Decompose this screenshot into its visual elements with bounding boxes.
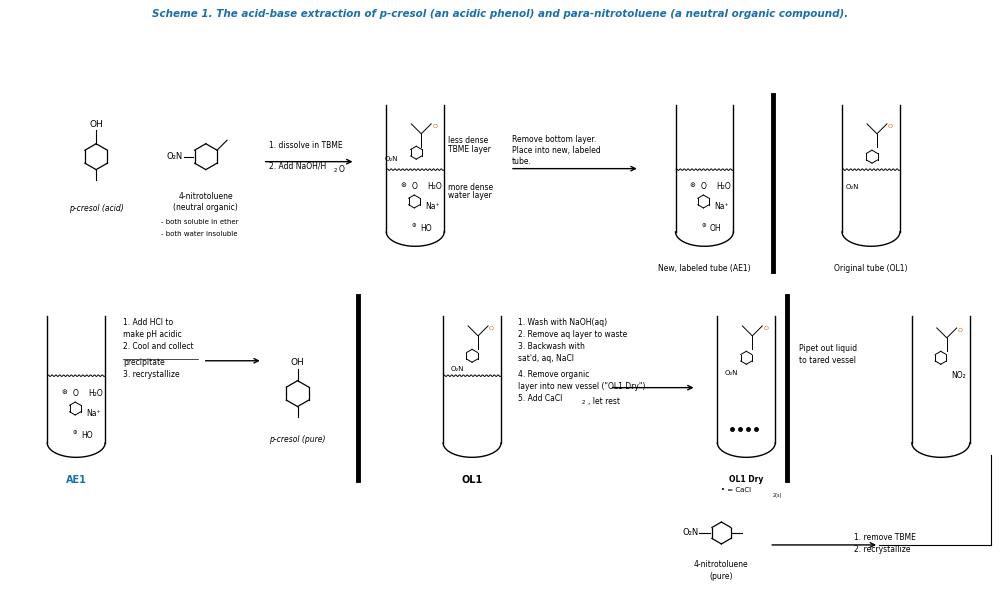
Text: O₂N: O₂N: [682, 529, 698, 538]
Text: O₂N: O₂N: [167, 152, 183, 161]
Text: 2. Cool and collect: 2. Cool and collect: [123, 342, 194, 351]
Text: OL1 Dry: OL1 Dry: [730, 475, 764, 484]
Text: (pure): (pure): [710, 572, 733, 581]
Text: p-cresol (acid): p-cresol (acid): [68, 205, 124, 214]
Text: O: O: [432, 124, 437, 129]
Text: - both soluble in ether: - both soluble in ether: [161, 219, 238, 225]
Text: less dense: less dense: [448, 136, 488, 145]
Text: • = CaCl: • = CaCl: [722, 487, 752, 493]
Text: H₂O: H₂O: [717, 182, 732, 191]
Text: O: O: [411, 182, 417, 191]
Text: OH: OH: [710, 224, 721, 233]
Text: HO: HO: [420, 224, 432, 233]
Text: ⊛: ⊛: [701, 223, 706, 228]
Text: OH: OH: [290, 358, 305, 367]
Text: 2. Add NaOH/H: 2. Add NaOH/H: [268, 161, 326, 171]
Text: ⊛: ⊛: [689, 182, 695, 187]
Text: 5. Add CaCl: 5. Add CaCl: [518, 394, 563, 403]
Text: O: O: [700, 182, 707, 191]
Text: O₂N: O₂N: [385, 156, 398, 161]
Text: NO₂: NO₂: [951, 371, 966, 380]
Text: TBME layer: TBME layer: [448, 145, 491, 154]
Text: H₂O: H₂O: [88, 389, 103, 398]
Text: ⊛: ⊛: [400, 182, 406, 187]
Text: O₂N: O₂N: [846, 184, 859, 190]
Text: OL1: OL1: [461, 475, 482, 485]
Text: Pipet out liquid: Pipet out liquid: [799, 344, 857, 353]
Text: Na⁺: Na⁺: [425, 202, 440, 211]
Text: 3. recrystallize: 3. recrystallize: [123, 370, 180, 379]
Text: 2: 2: [582, 400, 585, 405]
Text: 1. Wash with NaOH(aq): 1. Wash with NaOH(aq): [518, 318, 607, 327]
Text: 2(s): 2(s): [772, 493, 782, 498]
Text: 1. dissolve in TBME: 1. dissolve in TBME: [268, 140, 343, 150]
Text: to tared vessel: to tared vessel: [799, 356, 856, 365]
Text: tube.: tube.: [512, 156, 532, 166]
Text: 1. Add HCl to: 1. Add HCl to: [123, 318, 173, 327]
Text: Original tube (OL1): Original tube (OL1): [834, 264, 908, 274]
Text: O: O: [339, 164, 345, 174]
Text: 1. remove TBME: 1. remove TBME: [854, 533, 916, 542]
Text: Na⁺: Na⁺: [86, 409, 100, 418]
Text: O: O: [763, 326, 768, 331]
Text: Scheme 1. The acid-base extraction of p-cresol (an acidic phenol) and para-nitro: Scheme 1. The acid-base extraction of p-…: [152, 9, 848, 19]
Text: Na⁺: Na⁺: [715, 202, 729, 211]
Text: p-cresol (pure): p-cresol (pure): [269, 436, 326, 444]
Text: OH: OH: [89, 120, 103, 129]
Text: make pH acidic: make pH acidic: [123, 330, 182, 339]
Text: ⊛: ⊛: [412, 223, 416, 228]
Text: water layer: water layer: [448, 192, 491, 200]
Text: 2. Remove aq layer to waste: 2. Remove aq layer to waste: [518, 330, 627, 339]
Text: 2: 2: [334, 168, 337, 172]
Text: New, labeled tube (AE1): New, labeled tube (AE1): [658, 264, 751, 274]
Text: layer into new vessel ("OL1 Dry"): layer into new vessel ("OL1 Dry"): [518, 382, 645, 391]
Text: ⊛: ⊛: [61, 389, 67, 395]
Text: 4. Remove organic: 4. Remove organic: [518, 370, 589, 379]
Text: AE1: AE1: [65, 475, 86, 485]
Text: , let rest: , let rest: [588, 397, 620, 405]
Text: 3. Backwash with: 3. Backwash with: [518, 342, 585, 351]
Text: O₂N: O₂N: [725, 370, 738, 376]
Text: 2. recrystallize: 2. recrystallize: [854, 545, 911, 554]
Text: precipitate: precipitate: [123, 358, 165, 367]
Text: more dense: more dense: [448, 182, 493, 192]
Text: O: O: [489, 326, 494, 331]
Text: O: O: [72, 389, 78, 398]
Text: 4-nitrotoluene: 4-nitrotoluene: [694, 560, 749, 569]
Text: - both water insoluble: - both water insoluble: [161, 232, 237, 237]
Text: O: O: [958, 328, 963, 333]
Text: O: O: [888, 124, 892, 129]
Text: ⊛: ⊛: [73, 430, 77, 435]
Text: (neutral organic): (neutral organic): [174, 203, 238, 213]
Text: Remove bottom layer.: Remove bottom layer.: [512, 135, 596, 144]
Text: 4-nitrotoluene: 4-nitrotoluene: [179, 192, 233, 201]
Text: HO: HO: [81, 431, 92, 440]
Text: sat'd, aq, NaCl: sat'd, aq, NaCl: [518, 354, 574, 363]
Text: O₂N: O₂N: [450, 366, 463, 371]
Text: Place into new, labeled: Place into new, labeled: [512, 146, 601, 155]
Text: H₂O: H₂O: [427, 182, 442, 191]
